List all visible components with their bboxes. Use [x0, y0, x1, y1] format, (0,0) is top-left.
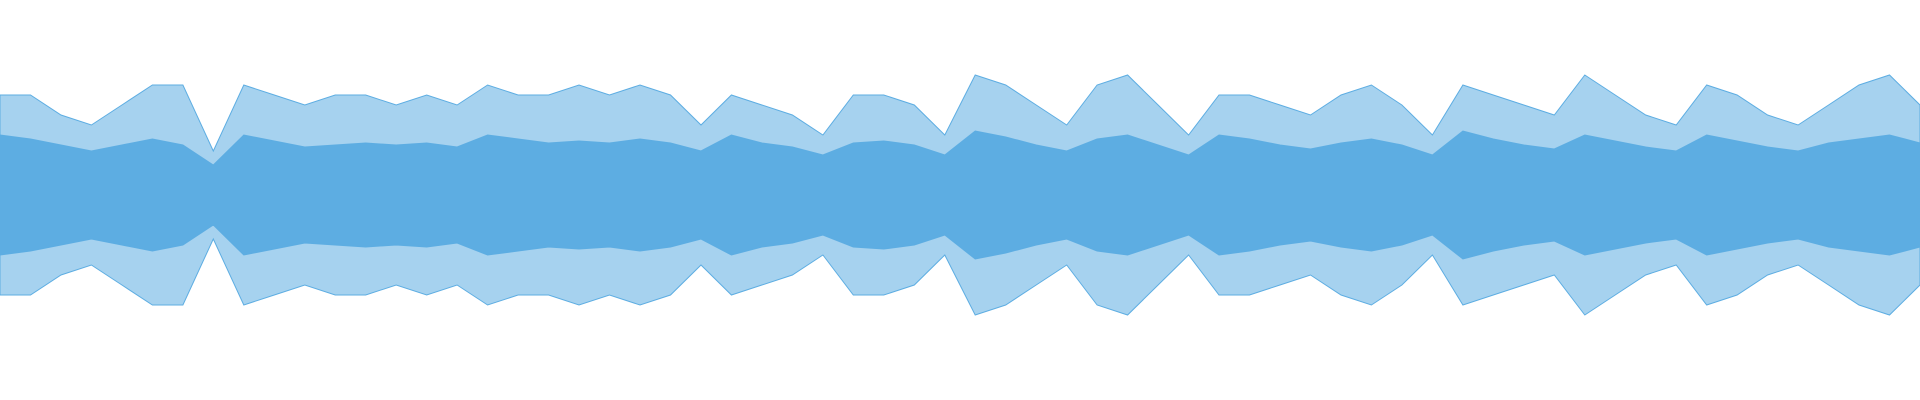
waveform-upper	[0, 130, 1920, 196]
waveform-lower	[0, 194, 1920, 260]
